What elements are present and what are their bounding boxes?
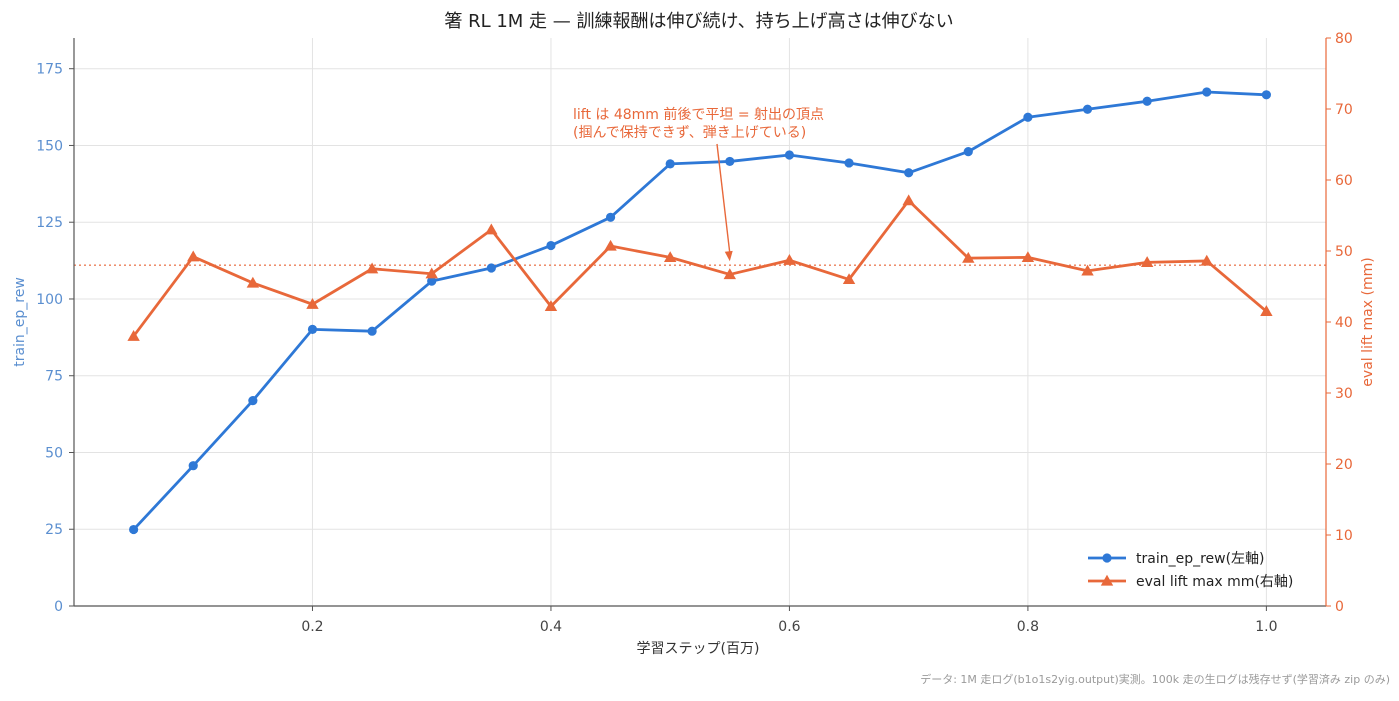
train-rew-point (904, 168, 914, 178)
annotation-arrow-shaft (716, 143, 731, 254)
y-right-tick-label: 60 (1335, 173, 1353, 189)
eval-lift-point (187, 250, 200, 262)
y-right-tick-label: 30 (1335, 386, 1353, 402)
train-rew-point (307, 324, 318, 334)
train-rew-point (844, 158, 854, 168)
x-tick-label: 0.8 (1017, 619, 1039, 635)
y-left-tick-label: 75 (45, 369, 63, 385)
x-tick-label: 1.0 (1255, 619, 1277, 635)
eval-lift-point (902, 194, 915, 206)
train-rew-point (367, 326, 377, 336)
eval-lift-point (365, 262, 379, 274)
train-rew-point (129, 524, 139, 535)
y-right-tick-label: 10 (1335, 528, 1353, 544)
train-rew-point (665, 159, 675, 169)
eval-lift-point (306, 298, 319, 309)
eval-lift-point (127, 330, 140, 341)
axes-layer: 0.2 0.4 0.6 0.8 1.0 0 25 50 75 100 125 150 175 0 10 20 3… (36, 31, 1353, 635)
y-right-tick-label: 20 (1335, 457, 1353, 473)
legend-layer: train_ep_rew(左軸)eval lift max mm(右軸) (1088, 551, 1293, 590)
y-right-tick-label: 80 (1335, 31, 1353, 47)
annotation-text-line: lift は 48mm 前後で平坦 = 射出の頂点 (573, 106, 824, 123)
train-rew-point (725, 156, 735, 167)
train-rew-point (1202, 87, 1212, 97)
eval-lift-point (1200, 254, 1213, 266)
x-tick-label: 0.6 (778, 619, 800, 635)
eval-lift-point (485, 223, 498, 235)
train-rew-point (546, 240, 556, 251)
legend-label-eval-lift: eval lift max mm(右軸) (1136, 574, 1293, 590)
eval-lift-point (544, 300, 558, 312)
annotation-arrow-head (724, 250, 733, 262)
annotation-text-line: (掴んで保持できず、弾き上げている) (573, 125, 806, 141)
eval-lift-point (1021, 251, 1035, 263)
eval-lift-point (842, 273, 856, 285)
train-rew-point (1142, 96, 1152, 106)
eval-lift-point (663, 251, 677, 263)
eval-lift-point (1081, 264, 1094, 276)
eval-lift-series-line (132, 199, 1268, 338)
chart-title: 箸 RL 1M 走 — 訓練報酬は伸び続け、持ち上げ高さは伸びない (444, 11, 953, 32)
y-left-tick-label: 0 (54, 599, 63, 615)
train-rew-point (188, 461, 198, 471)
legend-marker-train-rew (1102, 553, 1112, 563)
series-layer (127, 87, 1273, 535)
eval-lift-point (962, 251, 975, 263)
y-left-tick-label: 50 (45, 445, 63, 461)
y-left-tick-label: 25 (45, 522, 63, 538)
train-rew-series-line (132, 90, 1267, 531)
legend-label-train-rew: train_ep_rew(左軸) (1136, 551, 1265, 567)
train-rew-point (1023, 112, 1033, 122)
y-left-tick-label: 175 (36, 62, 63, 78)
train-rew-point (248, 395, 258, 406)
x-tick-label: 0.2 (301, 619, 323, 635)
y-axis-left-label: train_ep_rew (12, 277, 28, 367)
eval-lift-point (246, 276, 260, 288)
y-right-tick-label: 40 (1335, 315, 1353, 331)
train-rew-point (486, 263, 496, 273)
eval-lift-point (604, 239, 617, 251)
train-rew-point (605, 212, 616, 222)
y-left-tick-label: 100 (36, 292, 63, 308)
eval-lift-point (783, 254, 796, 265)
eval-lift-point (1140, 256, 1154, 268)
y-left-tick-label: 150 (36, 138, 63, 154)
grid-layer (74, 38, 1326, 606)
annotation-layer: lift は 48mm 前後で平坦 = 射出の頂点 (掴んで保持できず、弾き上げて… (573, 106, 824, 262)
y-axis-right-label: eval lift max (mm) (1360, 257, 1376, 386)
eval-lift-point (723, 268, 737, 280)
train-rew-point (784, 150, 795, 160)
y-right-tick-label: 70 (1335, 102, 1353, 118)
train-rew-point (1082, 104, 1093, 114)
y-right-tick-label: 0 (1335, 599, 1344, 615)
eval-lift-point (1260, 305, 1273, 316)
footnote: データ: 1M 走ログ(b1o1s2yig.output)実測。100k 走の生… (920, 672, 1390, 686)
train-rew-point (963, 147, 973, 157)
train-rew-point (1261, 90, 1271, 100)
train-rew-point (427, 276, 437, 286)
y-right-tick-label: 50 (1335, 244, 1353, 260)
y-left-tick-label: 125 (36, 215, 63, 231)
legend-marker-eval-lift (1100, 574, 1114, 586)
x-tick-label: 0.4 (540, 619, 562, 635)
eval-lift-point (425, 267, 438, 279)
x-axis-label: 学習ステップ(百万) (637, 641, 760, 657)
